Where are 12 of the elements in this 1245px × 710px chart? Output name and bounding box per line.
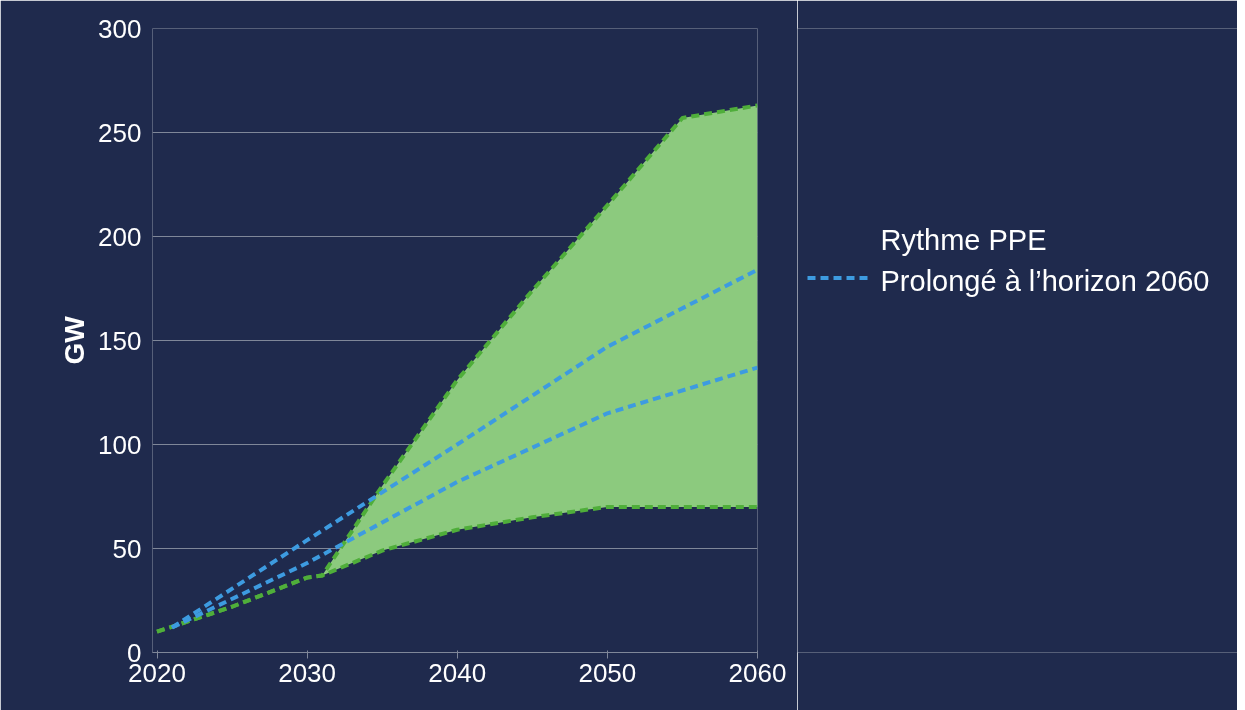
y-tick-label: 200	[98, 221, 142, 252]
x-tick-label: 2040	[428, 657, 487, 688]
y-tick-label: 300	[98, 13, 142, 44]
y-tick-label: 250	[98, 117, 142, 148]
y-tick-label: 100	[98, 429, 142, 460]
legend-label: Rythme PPE Prolongé à l’horizon 2060	[880, 223, 1210, 298]
y-axis-title: GW	[59, 315, 91, 365]
y-tick-label: 50	[112, 533, 142, 564]
x-tick-label: 2050	[578, 657, 637, 688]
y-tick-label: 150	[98, 325, 142, 356]
x-tick-label: 2060	[728, 657, 787, 688]
x-tick-label: 2030	[278, 657, 337, 688]
